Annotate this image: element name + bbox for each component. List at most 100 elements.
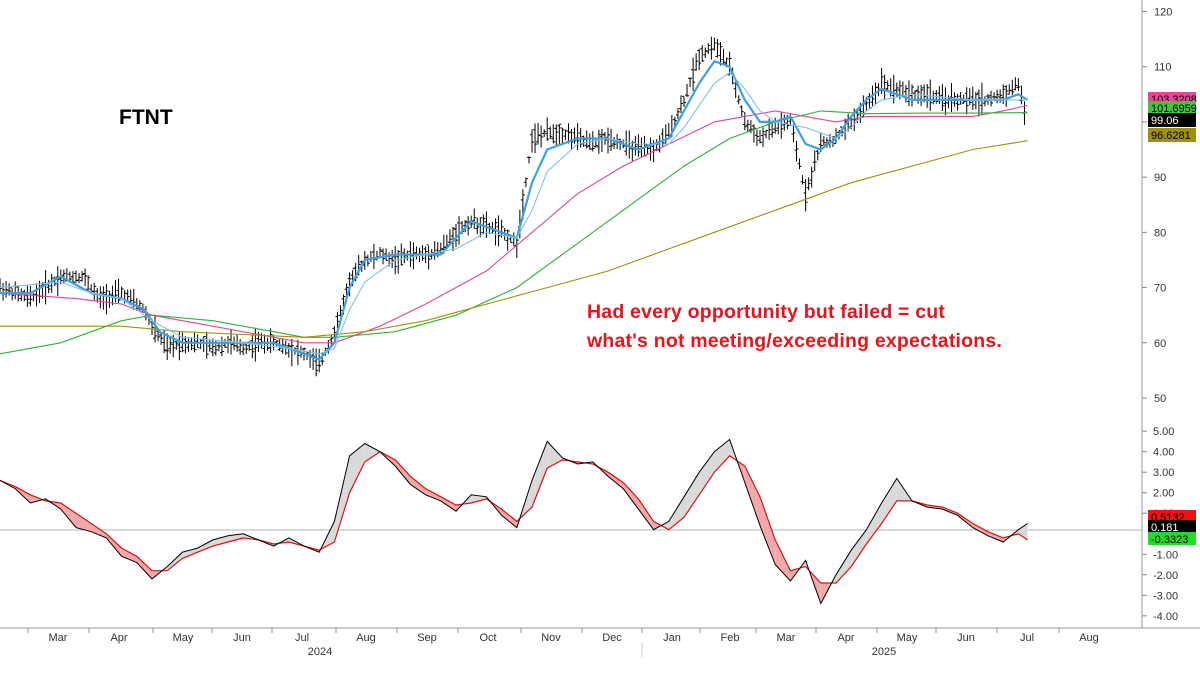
oscillator-fill-segment xyxy=(364,443,369,462)
oscillator-fill-segment xyxy=(406,472,411,485)
oscillator-fill-segment xyxy=(748,473,753,505)
oscillator-fill-segment xyxy=(623,482,627,494)
oscillator-fill-segment xyxy=(543,441,548,478)
price-y-tick-label: 110 xyxy=(1154,62,1172,74)
osc-value-tag xyxy=(1148,532,1196,545)
oscillator-fill-segment xyxy=(106,533,111,543)
oscillator-fill-segment xyxy=(353,449,358,486)
oscillator-fill-segment xyxy=(969,520,973,528)
osc-value-tag-label: 0.181 xyxy=(1151,522,1179,534)
annotation-line-2: what's not meeting/exceeding expectation… xyxy=(587,330,1003,352)
oscillator-fill-segment xyxy=(684,490,688,518)
oscillator-fill-segment xyxy=(729,439,734,459)
oscillator-fill-segment xyxy=(706,456,711,484)
oscillator-fill-segment xyxy=(710,451,715,478)
oscillator-fill-segment xyxy=(881,496,886,524)
osc-y-tick-label: -1.00 xyxy=(1153,549,1178,561)
x-tick-label: Jul xyxy=(1020,632,1034,644)
oscillator-fill-segment xyxy=(231,534,236,541)
x-tick-label: Dec xyxy=(602,632,622,644)
oscillator-fill-segment xyxy=(539,451,544,488)
oscillator-fill-segment xyxy=(782,555,787,577)
osc-y-tick-label: 5.00 xyxy=(1153,426,1174,438)
oscillator-fill-segment xyxy=(699,467,703,495)
x-tick-label: Feb xyxy=(721,632,740,644)
oscillator-fill-segment xyxy=(896,478,901,501)
oscillator-fill-segment xyxy=(125,550,130,560)
oscillator-fill-segment xyxy=(220,536,225,545)
annotation-line-1: Had every opportunity but failed = cut xyxy=(587,301,946,323)
oscillator-fill-segment xyxy=(889,484,893,513)
price-value-tag xyxy=(1148,128,1196,142)
oscillator-fill-segment xyxy=(235,534,240,540)
oscillator-fill-segment xyxy=(110,537,114,548)
oscillator-fill-segment xyxy=(722,442,726,464)
oscillator-fill-segment xyxy=(535,460,540,498)
oscillator-fill-segment xyxy=(961,515,966,522)
price-y-tick-label: 80 xyxy=(1154,227,1166,239)
osc-y-tick-label: 3.00 xyxy=(1153,467,1174,479)
oscillator-fill-segment xyxy=(820,583,825,604)
x-tick-label: Apr xyxy=(837,632,854,644)
x-tick-label: May xyxy=(173,632,194,644)
osc-y-tick-label: -4.00 xyxy=(1153,611,1178,623)
price-y-tick-label: 50 xyxy=(1154,393,1166,405)
price-y-tick-label: 70 xyxy=(1154,283,1166,295)
oscillator-fill-segment xyxy=(26,492,31,503)
oscillator-fill-segment xyxy=(395,459,399,471)
oscillator-fill-segment xyxy=(349,452,354,493)
oscillator-fill-segment xyxy=(228,535,232,542)
oscillator-slow-line xyxy=(0,451,1028,584)
oscillator-fill-segment xyxy=(467,494,472,504)
osc-value-tag xyxy=(1148,510,1196,523)
chart-annotation: Had every opportunity but failed = cut w… xyxy=(587,298,1002,356)
oscillator-fill-segment xyxy=(1026,523,1028,540)
oscillator-fill-segment xyxy=(646,510,650,525)
oscillator-fill-segment xyxy=(547,441,551,469)
x-tick-label: Jul xyxy=(295,632,309,644)
oscillator-fill-segment xyxy=(642,504,646,520)
oscillator-fill-segment xyxy=(224,535,228,543)
oscillator-fill-segment xyxy=(885,490,890,518)
oscillator-fill-segment xyxy=(121,548,126,558)
oscillator-fill-segment xyxy=(893,478,897,507)
oscillator-fill-segment xyxy=(357,446,361,478)
oscillator-fill-segment xyxy=(687,484,692,512)
oscillator-fill-segment xyxy=(524,492,529,515)
oscillator-fill-segment xyxy=(471,494,475,503)
oscillator-fill-segment xyxy=(167,563,171,571)
oscillator-fill-segment xyxy=(475,495,479,502)
oscillator-fill-segment xyxy=(695,472,700,501)
price-value-tag xyxy=(1148,113,1196,127)
price-value-tag-label: 96.6281 xyxy=(1151,130,1191,142)
x-tick-label: Nov xyxy=(541,632,561,644)
oscillator-fill-segment xyxy=(1022,524,1026,539)
oscillator-fill-segment xyxy=(330,521,335,545)
osc-y-tick-label: -3.00 xyxy=(1153,590,1178,602)
oscillator-fill-segment xyxy=(136,556,141,567)
oscillator-fill-segment xyxy=(691,478,696,507)
osc-value-tag-label: -0.3323 xyxy=(1151,534,1188,546)
oscillator-fill-segment xyxy=(813,574,817,593)
oscillator-fill-segment xyxy=(57,502,61,510)
oscillator-fill-segment xyxy=(399,463,403,476)
osc-value-tag xyxy=(1148,520,1196,533)
x-tick-label: Mar xyxy=(49,632,68,644)
oscillator-fill xyxy=(0,439,1028,604)
oscillator-fill-segment xyxy=(839,562,844,579)
price-y-tick-label: 90 xyxy=(1154,172,1166,184)
oscillator-fill-segment xyxy=(714,448,719,473)
osc-y-tick-label: -2.00 xyxy=(1153,570,1178,582)
oscillator-fill-segment xyxy=(725,439,730,460)
oscillator-fill-segment xyxy=(102,531,107,538)
oscillator-fill-segment xyxy=(60,502,65,514)
ma-200-line xyxy=(0,140,1028,338)
oscillator-fill-segment xyxy=(718,445,722,469)
x-tick-label: Jun xyxy=(233,632,251,644)
oscillator-fill-segment xyxy=(551,445,555,467)
oscillator-fill-segment xyxy=(98,528,103,537)
oscillator-fill-segment xyxy=(786,563,791,581)
oscillator-fill-segment xyxy=(703,461,707,490)
oscillator-fill-segment xyxy=(174,555,179,565)
price-value-tag-label: 101.6959 xyxy=(1151,103,1197,115)
